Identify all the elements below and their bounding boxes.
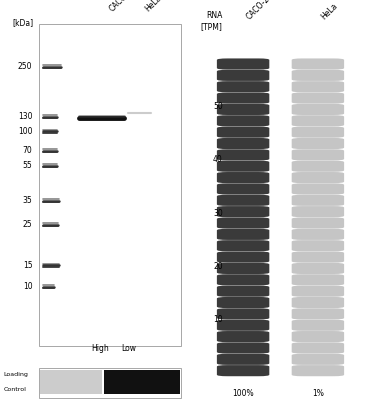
FancyBboxPatch shape	[217, 240, 269, 251]
Text: 100: 100	[18, 126, 33, 136]
Text: 30: 30	[213, 209, 223, 218]
Text: 10: 10	[23, 282, 33, 291]
FancyBboxPatch shape	[217, 365, 269, 376]
Text: Low: Low	[121, 344, 136, 353]
FancyBboxPatch shape	[217, 252, 269, 263]
FancyBboxPatch shape	[292, 263, 344, 274]
Text: 50: 50	[213, 102, 223, 111]
FancyBboxPatch shape	[217, 138, 269, 149]
Text: 10: 10	[213, 316, 223, 324]
Bar	[39, 368, 181, 398]
FancyBboxPatch shape	[217, 172, 269, 183]
Text: CACO-2: CACO-2	[108, 0, 135, 13]
Text: 15: 15	[23, 261, 33, 270]
FancyBboxPatch shape	[292, 195, 344, 206]
FancyBboxPatch shape	[217, 115, 269, 126]
Bar	[104, 370, 180, 394]
FancyBboxPatch shape	[292, 297, 344, 308]
FancyBboxPatch shape	[292, 104, 344, 115]
FancyBboxPatch shape	[217, 274, 269, 285]
FancyBboxPatch shape	[292, 240, 344, 251]
Text: CACO-2: CACO-2	[245, 0, 272, 21]
FancyBboxPatch shape	[292, 70, 344, 81]
Text: 40: 40	[213, 156, 223, 164]
FancyBboxPatch shape	[217, 286, 269, 297]
FancyBboxPatch shape	[292, 229, 344, 240]
FancyBboxPatch shape	[292, 342, 344, 354]
FancyBboxPatch shape	[292, 331, 344, 342]
FancyBboxPatch shape	[292, 126, 344, 138]
FancyBboxPatch shape	[217, 354, 269, 365]
FancyBboxPatch shape	[292, 320, 344, 331]
Text: 1%: 1%	[312, 389, 324, 398]
Text: High: High	[91, 344, 109, 353]
FancyBboxPatch shape	[292, 161, 344, 172]
Text: 70: 70	[23, 146, 33, 155]
FancyBboxPatch shape	[217, 218, 269, 228]
FancyBboxPatch shape	[292, 218, 344, 228]
Text: 20: 20	[213, 262, 223, 271]
Text: 35: 35	[23, 196, 33, 206]
FancyBboxPatch shape	[292, 149, 344, 160]
Text: RNA
[TPM]: RNA [TPM]	[201, 11, 223, 31]
FancyBboxPatch shape	[217, 320, 269, 331]
FancyBboxPatch shape	[217, 206, 269, 217]
FancyBboxPatch shape	[292, 81, 344, 92]
FancyBboxPatch shape	[217, 229, 269, 240]
Text: 25: 25	[23, 220, 33, 229]
FancyBboxPatch shape	[292, 172, 344, 183]
FancyBboxPatch shape	[292, 183, 344, 194]
FancyBboxPatch shape	[217, 126, 269, 138]
FancyBboxPatch shape	[217, 70, 269, 81]
Text: HeLa: HeLa	[320, 1, 340, 21]
FancyBboxPatch shape	[292, 92, 344, 104]
Text: Loading: Loading	[4, 372, 29, 376]
FancyBboxPatch shape	[292, 365, 344, 376]
Text: 100%: 100%	[232, 389, 254, 398]
Bar	[39, 24, 181, 346]
FancyBboxPatch shape	[292, 286, 344, 297]
FancyBboxPatch shape	[217, 92, 269, 104]
FancyBboxPatch shape	[292, 138, 344, 149]
Text: Control: Control	[4, 388, 27, 392]
FancyBboxPatch shape	[217, 342, 269, 354]
FancyBboxPatch shape	[292, 308, 344, 320]
FancyBboxPatch shape	[292, 354, 344, 365]
FancyBboxPatch shape	[217, 81, 269, 92]
FancyBboxPatch shape	[217, 183, 269, 194]
FancyBboxPatch shape	[292, 115, 344, 126]
FancyBboxPatch shape	[292, 206, 344, 217]
FancyBboxPatch shape	[217, 331, 269, 342]
FancyBboxPatch shape	[292, 274, 344, 285]
FancyBboxPatch shape	[217, 58, 269, 70]
FancyBboxPatch shape	[217, 195, 269, 206]
FancyBboxPatch shape	[217, 263, 269, 274]
FancyBboxPatch shape	[217, 149, 269, 160]
Text: 250: 250	[18, 62, 33, 71]
FancyBboxPatch shape	[292, 58, 344, 70]
FancyBboxPatch shape	[217, 161, 269, 172]
FancyBboxPatch shape	[217, 104, 269, 115]
Text: HeLa: HeLa	[144, 0, 164, 13]
Text: 130: 130	[18, 112, 33, 121]
Bar	[40, 370, 102, 394]
Text: [kDa]: [kDa]	[13, 18, 34, 27]
FancyBboxPatch shape	[217, 308, 269, 320]
Text: 55: 55	[23, 161, 33, 170]
FancyBboxPatch shape	[292, 252, 344, 263]
FancyBboxPatch shape	[217, 297, 269, 308]
